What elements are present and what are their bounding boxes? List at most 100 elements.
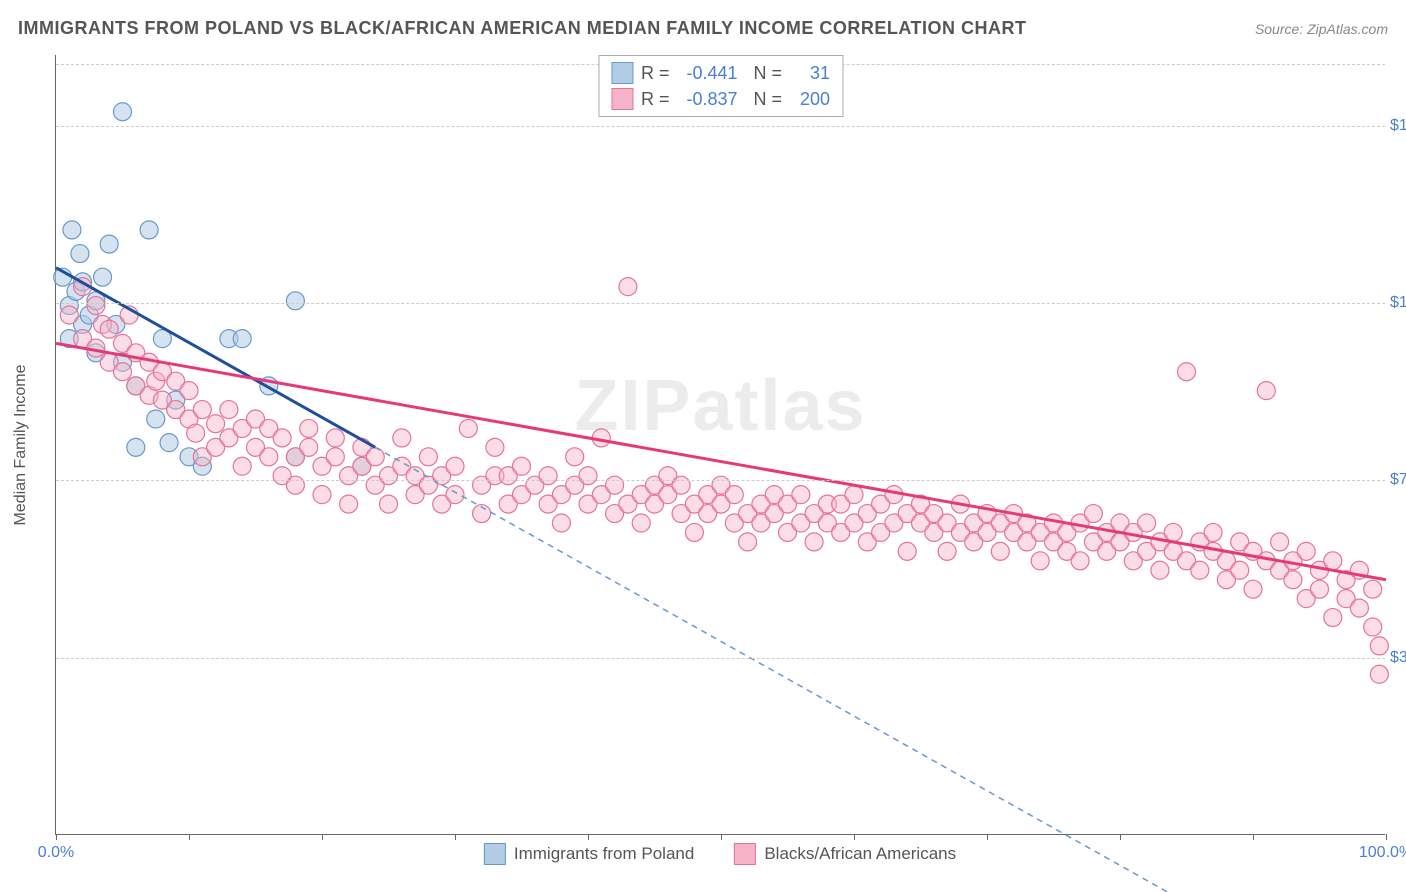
x-tick-label: 0.0% — [38, 844, 74, 862]
data-point-black — [1257, 382, 1275, 400]
data-point-black — [233, 457, 251, 475]
data-point-poland — [100, 235, 118, 253]
data-point-black — [632, 514, 650, 532]
data-point-black — [1364, 580, 1382, 598]
data-point-black — [606, 476, 624, 494]
legend-r-value-black: -0.837 — [678, 89, 738, 110]
data-point-black — [938, 542, 956, 560]
data-point-black — [446, 457, 464, 475]
data-point-black — [898, 542, 916, 560]
data-point-black — [114, 363, 132, 381]
data-point-black — [486, 438, 504, 456]
legend-swatch-poland — [611, 62, 633, 84]
legend-bottom-label: Immigrants from Poland — [514, 844, 694, 864]
plot-area: ZIPatlas R =-0.441N =31R =-0.837N =200 $… — [55, 55, 1385, 835]
data-point-black — [220, 401, 238, 419]
legend-n-value-poland: 31 — [790, 63, 830, 84]
data-point-black — [326, 448, 344, 466]
data-point-black — [566, 448, 584, 466]
data-point-black — [207, 415, 225, 433]
x-tick-label: 100.0% — [1359, 844, 1406, 862]
y-tick-label: $112,500 — [1390, 294, 1406, 312]
legend-bottom-item: Blacks/African Americans — [734, 843, 956, 865]
chart-title: IMMIGRANTS FROM POLAND VS BLACK/AFRICAN … — [18, 18, 1026, 39]
legend-swatch-black — [611, 88, 633, 110]
data-point-black — [1204, 523, 1222, 541]
data-point-black — [739, 533, 757, 551]
legend-n-label: N = — [754, 63, 783, 84]
data-point-black — [672, 476, 690, 494]
source-label: Source: ZipAtlas.com — [1255, 21, 1388, 37]
data-point-black — [459, 419, 477, 437]
data-point-poland — [160, 434, 178, 452]
data-point-poland — [114, 103, 132, 121]
x-tick — [854, 834, 855, 840]
legend-bottom-swatch — [484, 843, 506, 865]
scatter-svg — [56, 55, 1386, 835]
data-point-black — [187, 424, 205, 442]
data-point-black — [1297, 542, 1315, 560]
data-point-black — [725, 486, 743, 504]
y-tick-label: $75,000 — [1390, 471, 1406, 489]
data-point-black — [792, 486, 810, 504]
data-point-poland — [71, 245, 89, 263]
legend-row-poland: R = -0.441 N = 31 — [611, 60, 830, 86]
correlation-legend: R = -0.441 N = 31 R = -0.837 N = 200 — [598, 55, 843, 117]
x-tick — [56, 834, 57, 840]
data-point-black — [1191, 561, 1209, 579]
gridline-h — [56, 658, 1385, 659]
gridline-h — [56, 126, 1385, 127]
data-point-black — [300, 419, 318, 437]
data-point-black — [1284, 571, 1302, 589]
data-point-black — [539, 467, 557, 485]
data-point-black — [313, 486, 331, 504]
x-tick — [1386, 834, 1387, 840]
legend-row-black: R = -0.837 N = 200 — [611, 86, 830, 112]
data-point-black — [366, 448, 384, 466]
x-tick — [588, 834, 589, 840]
data-point-black — [1151, 561, 1169, 579]
data-point-black — [326, 429, 344, 447]
plot-container: Median Family Income ZIPatlas R =-0.441N… — [55, 55, 1385, 835]
data-point-black — [1311, 580, 1329, 598]
gridline-h — [56, 480, 1385, 481]
data-point-poland — [147, 410, 165, 428]
x-tick — [189, 834, 190, 840]
y-axis-title: Median Family Income — [12, 365, 30, 526]
legend-r-label: R = — [641, 89, 670, 110]
data-point-black — [1178, 363, 1196, 381]
data-point-black — [1324, 552, 1342, 570]
data-point-black — [1370, 665, 1388, 683]
data-point-black — [260, 448, 278, 466]
data-point-black — [1350, 599, 1368, 617]
data-point-black — [1244, 580, 1262, 598]
legend-r-label: R = — [641, 63, 670, 84]
data-point-black — [1271, 533, 1289, 551]
data-point-black — [552, 514, 570, 532]
data-point-black — [87, 297, 105, 315]
x-tick — [1253, 834, 1254, 840]
data-point-poland — [63, 221, 81, 239]
legend-r-value-poland: -0.441 — [678, 63, 738, 84]
data-point-poland — [94, 268, 112, 286]
data-point-black — [1138, 514, 1156, 532]
data-point-black — [845, 486, 863, 504]
data-point-black — [180, 382, 198, 400]
data-point-poland — [140, 221, 158, 239]
y-tick-label: $37,500 — [1390, 649, 1406, 667]
x-tick — [1120, 834, 1121, 840]
legend-n-label: N = — [754, 89, 783, 110]
data-point-black — [300, 438, 318, 456]
data-point-poland — [127, 438, 145, 456]
data-point-black — [273, 429, 291, 447]
trend-line-dash-poland — [375, 447, 1386, 892]
data-point-black — [100, 320, 118, 338]
legend-n-value-black: 200 — [790, 89, 830, 110]
data-point-poland — [233, 330, 251, 348]
x-tick — [721, 834, 722, 840]
data-point-black — [419, 448, 437, 466]
data-point-poland — [286, 292, 304, 310]
data-point-black — [380, 495, 398, 513]
data-point-black — [1071, 552, 1089, 570]
data-point-black — [579, 467, 597, 485]
